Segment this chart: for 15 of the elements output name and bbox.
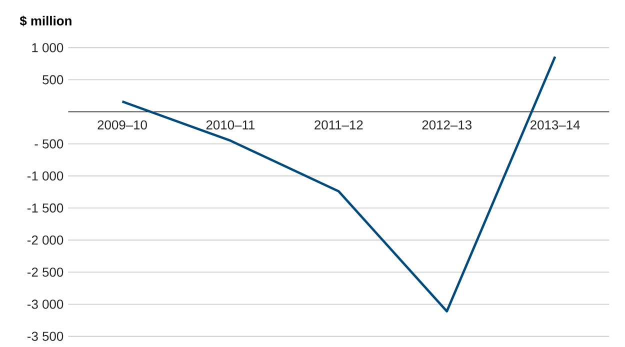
y-tick-label: -1 500 [28, 203, 64, 213]
x-tick-label: 2012–13 [422, 120, 472, 130]
y-tick-label: -2 000 [28, 236, 64, 245]
y-tick-label: 500 [42, 75, 64, 84]
x-tick-label: 2011–12 [314, 120, 363, 130]
y-tick-label: -3 000 [28, 300, 64, 309]
y-tick-label: - 500 [34, 139, 64, 148]
y-tick-label: 1 000 [32, 43, 64, 52]
y-tick-label: -3 500 [28, 332, 64, 341]
y-tick-label: -2 500 [28, 268, 64, 277]
y-axis-title: $ million [20, 16, 72, 26]
x-tick-label: 2013–14 [530, 120, 580, 130]
x-tick-label: 2009–10 [98, 120, 147, 130]
x-tick-label: 2010–11 [206, 120, 255, 130]
y-tick-label: -1 000 [28, 171, 64, 181]
